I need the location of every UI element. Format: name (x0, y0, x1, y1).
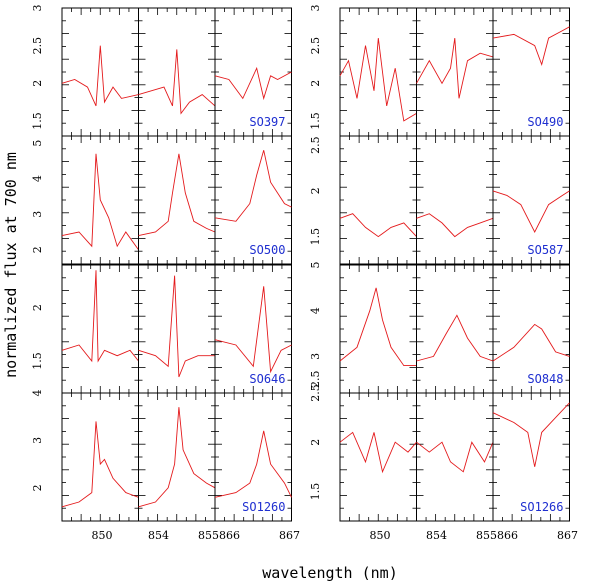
x-tick-label: 850 (92, 529, 113, 542)
star-label: SO500 (249, 243, 285, 257)
y-tick-label: 2 (31, 304, 44, 311)
y-tick-label: 2 (309, 80, 322, 87)
spectrum-line (492, 402, 570, 467)
y-tick-label: 3 (309, 5, 322, 12)
y-tick-label: 2.5 (31, 37, 44, 55)
y-tick-label: 5 (31, 140, 44, 147)
y-tick-label: 2.5 (309, 37, 322, 55)
spectrum-line (339, 38, 417, 122)
panel-frame (339, 264, 417, 394)
star-label: SO397 (249, 115, 285, 129)
panel-frame (416, 7, 494, 137)
spectrum-line (416, 213, 494, 238)
spectrum-line (61, 421, 139, 508)
spectrum-line (339, 213, 417, 238)
panel-frame (416, 264, 494, 394)
spectrum-line (138, 49, 216, 115)
spectrum-line (61, 153, 139, 251)
x-tick-label: 867 (279, 529, 300, 542)
spectrum-line (492, 26, 570, 66)
spectrum-line (416, 38, 494, 99)
x-tick-label: 867 (557, 529, 578, 542)
y-tick-label: 2.5 (309, 384, 322, 402)
y-tick-label: 4 (31, 175, 44, 182)
y-tick-label: 2 (309, 187, 322, 194)
star-label: SO646 (249, 372, 285, 386)
x-axis-title: wavelength (nm) (262, 564, 397, 582)
spectrum-line (492, 323, 570, 362)
panel-frame (339, 392, 417, 522)
x-tick-label: 850 (370, 529, 391, 542)
panel-frame (138, 392, 216, 522)
spectrum-line (214, 66, 292, 101)
y-tick-label: 3 (31, 5, 44, 12)
spectrum-line (214, 430, 292, 498)
panel-frame (138, 7, 216, 137)
star-label: SO1266 (520, 500, 563, 514)
panel-frame (416, 135, 494, 265)
y-tick-label: 2.5 (309, 136, 322, 154)
spectrum-line (416, 314, 494, 362)
y-tick-label: 2 (31, 246, 44, 253)
panel-frame (61, 392, 139, 522)
spectrum-line (339, 431, 417, 474)
y-tick-label: 4 (31, 390, 44, 397)
y-tick-label: 3 (31, 211, 44, 218)
panel-frame (339, 135, 417, 265)
spectrum-line (61, 270, 139, 363)
x-tick-label: 854 (426, 529, 447, 542)
panel-frame (138, 135, 216, 265)
x-tick-label: 855866 (198, 529, 240, 542)
y-tick-label: 5 (309, 262, 322, 269)
x-tick-label: 854 (148, 529, 169, 542)
panel-grid: 1.5 2 2.5 3 SO397 1.5 2 2.5 3 SO490 2 3 4 5 SO500 1.5 2 2… (31, 5, 578, 543)
spectrum-line (138, 407, 216, 508)
y-axis-title: normalized flux at 700 nm (2, 152, 20, 378)
y-tick-label: 4 (309, 307, 322, 314)
star-label: SO1260 (242, 500, 285, 514)
spectrum-line (138, 275, 215, 378)
y-tick-label: 2.5 (309, 371, 322, 389)
spectrum-line (214, 150, 292, 222)
y-tick-label: 2 (309, 439, 322, 446)
spectrum-line (339, 287, 417, 367)
y-tick-label: 1.5 (309, 483, 322, 501)
star-label: SO848 (527, 372, 563, 386)
y-tick-label: 2 (31, 80, 44, 87)
spectrum-line (138, 153, 216, 237)
x-tick-label: 855866 (476, 529, 518, 542)
spectrum-line (492, 190, 570, 233)
y-tick-label: 1.5 (309, 112, 322, 130)
y-tick-label: 1.5 (31, 352, 44, 370)
y-tick-label: 1.5 (31, 112, 44, 130)
y-tick-label: 3 (31, 437, 44, 444)
star-label: SO587 (527, 243, 563, 257)
spectrum-line (214, 286, 292, 374)
y-tick-label: 2 (31, 484, 44, 491)
y-tick-label: 3 (309, 353, 322, 360)
spectrum-line (416, 441, 494, 473)
star-label: SO490 (527, 115, 563, 129)
panel-frame (61, 7, 139, 137)
spectrum-line (61, 45, 139, 107)
panel-frame (61, 264, 139, 394)
y-tick-label: 1.5 (309, 228, 322, 246)
